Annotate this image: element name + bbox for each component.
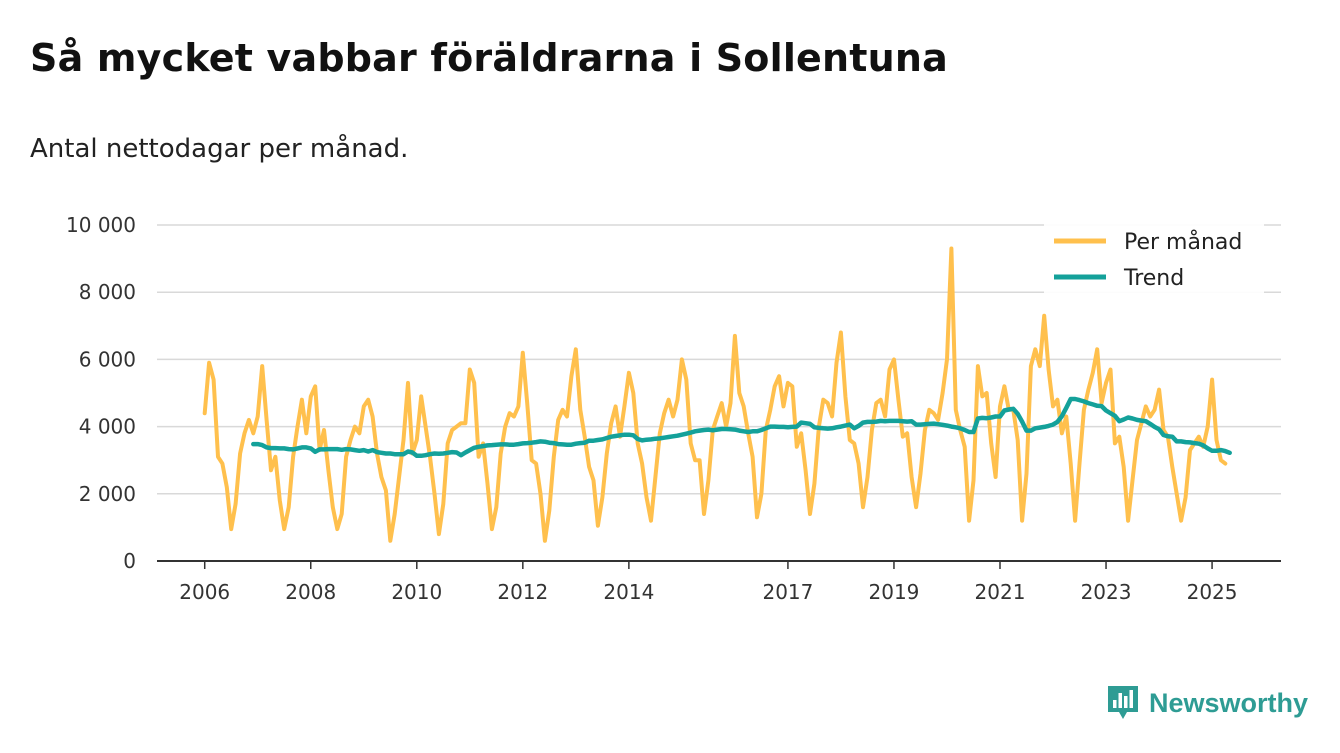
- x-tick-label: 2023: [1081, 580, 1132, 604]
- y-tick-label: 0: [123, 549, 136, 573]
- y-tick-label: 4 000: [79, 415, 136, 439]
- y-tick-label: 8 000: [79, 280, 136, 304]
- series-line-trend: [251, 396, 1232, 459]
- series-lines: [202, 246, 1232, 543]
- y-axis-ticks: 0 2 000 4 000 6 000 8 000 10 000: [66, 213, 136, 573]
- newsworthy-logo-icon: [1107, 686, 1138, 719]
- legend-label: Per månad: [1124, 229, 1242, 255]
- legend-background: [1044, 222, 1264, 294]
- chart-subtitle: Antal nettodagar per månad.: [30, 134, 409, 164]
- x-tick-label: 2017: [762, 580, 813, 604]
- x-axis-ticks: 2006 2008 2010 2012 2014 2017 2019 2021 2023 2025: [179, 561, 1238, 604]
- brand-name: Newsworthy: [1148, 687, 1308, 718]
- x-tick-label: 2019: [869, 580, 920, 604]
- x-tick-label: 2025: [1187, 580, 1238, 604]
- x-tick-label: 2006: [179, 580, 230, 604]
- y-tick-label: 10 000: [66, 213, 136, 237]
- chart-legend[interactable]: Per månad Trend: [1044, 222, 1264, 294]
- x-tick-label: 2014: [603, 580, 654, 604]
- y-tick-label: 2 000: [79, 482, 136, 506]
- legend-label: Trend: [1123, 266, 1184, 291]
- brand-logo[interactable]: Newsworthy: [1105, 683, 1308, 723]
- x-tick-label: 2012: [497, 580, 548, 604]
- x-tick-label: 2008: [285, 580, 336, 604]
- chart-title: Så mycket vabbar föräldrarna i Sollentun…: [30, 36, 948, 80]
- x-tick-label: 2021: [975, 580, 1026, 604]
- x-tick-label: 2010: [391, 580, 442, 604]
- series-line-per-manad: [202, 246, 1228, 543]
- y-tick-label: 6 000: [79, 347, 136, 371]
